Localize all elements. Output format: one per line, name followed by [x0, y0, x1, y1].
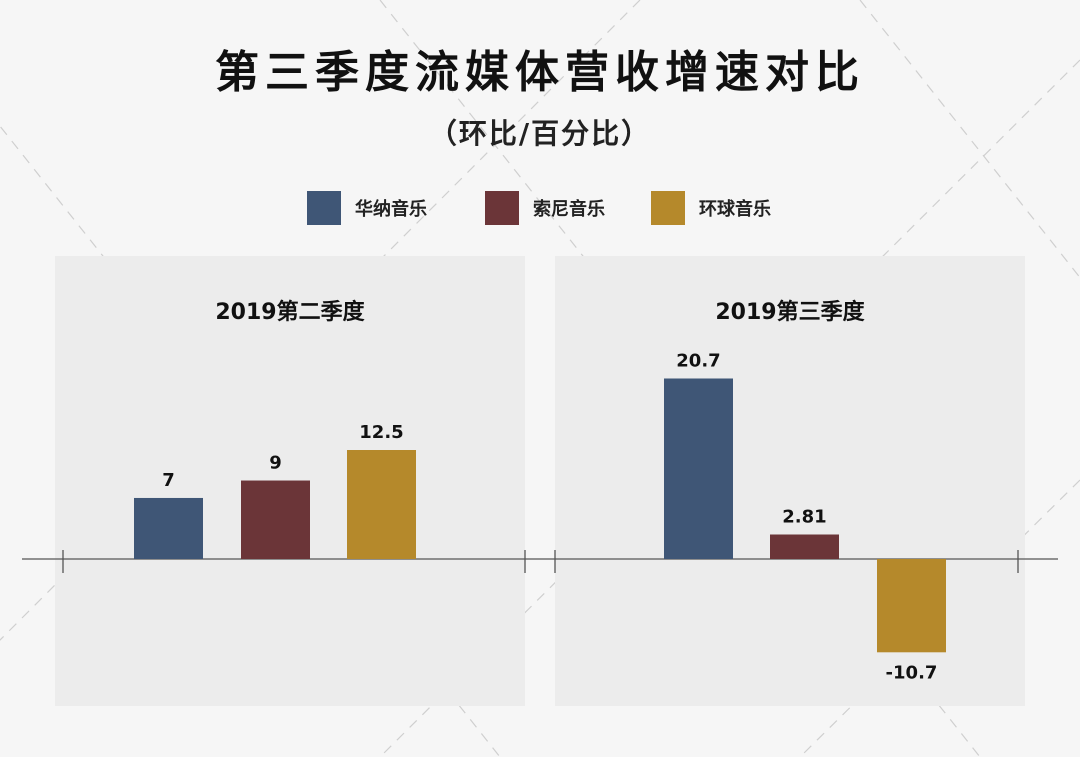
- bar-label-q2-sony: 9: [269, 453, 282, 474]
- bar-q2-universal: [347, 450, 416, 559]
- page-title: 第三季度流媒体营收增速对比: [215, 47, 865, 98]
- legend-label-warner: 华纳音乐: [355, 199, 427, 220]
- legend: 华纳音乐 索尼音乐 环球音乐: [0, 190, 1080, 226]
- bar-label-q3-universal: -10.7: [886, 662, 938, 683]
- chart-panel-q3: 2019第三季度: [555, 256, 1025, 706]
- bar-label-q3-sony: 2.81: [782, 506, 826, 527]
- legend-item-warner: 华纳音乐: [307, 190, 427, 226]
- legend-label-sony: 索尼音乐: [533, 199, 605, 220]
- legend-swatch-sony: [485, 191, 519, 225]
- legend-item-universal: 环球音乐: [651, 190, 771, 226]
- bar-q2-warner: [134, 497, 203, 559]
- bar-q3-warner: [664, 378, 733, 559]
- bar-label-q2-universal: 12.5: [359, 422, 403, 443]
- panel-title-q3: 2019第三季度: [715, 300, 865, 325]
- bar-q2-sony: [241, 480, 310, 559]
- bar-label-q2-warner: 7: [162, 470, 175, 491]
- legend-swatch-warner: [307, 191, 341, 225]
- page-subtitle: （环比/百分比）: [428, 117, 652, 150]
- legend-item-sony: 索尼音乐: [485, 190, 605, 226]
- bar-q3-sony: [770, 534, 839, 559]
- bar-q3-universal: [877, 559, 946, 653]
- bar-label-q3-warner: 20.7: [676, 350, 720, 371]
- panel-title-q2: 2019第二季度: [215, 300, 365, 325]
- legend-swatch-universal: [651, 191, 685, 225]
- legend-label-universal: 环球音乐: [699, 199, 771, 220]
